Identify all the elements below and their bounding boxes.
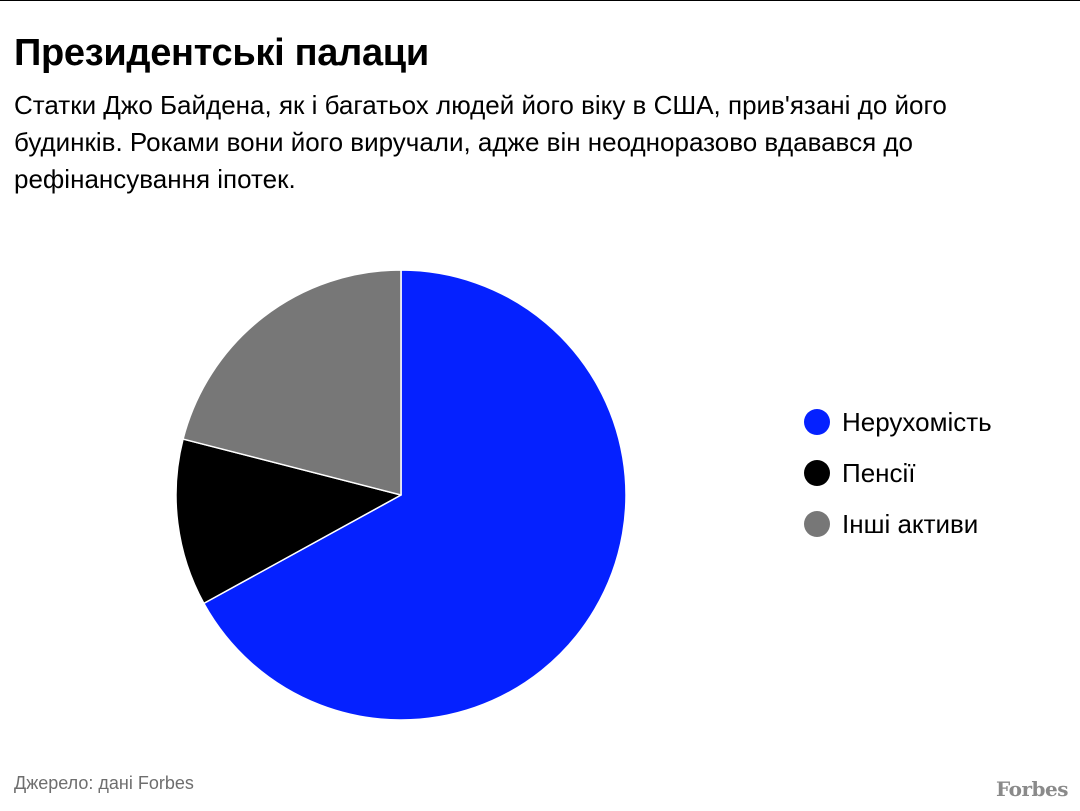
legend-dot-icon <box>804 409 830 435</box>
legend-label: Нерухомість <box>842 406 992 437</box>
source-note: Джерело: дані Forbes <box>14 773 194 793</box>
legend-item-real-estate: Нерухомість <box>804 401 992 443</box>
legend-label: Інші активи <box>842 508 979 539</box>
brand-logo: Forbes <box>996 777 1068 801</box>
chart-subtitle: Статки Джо Байдена, як і багатьох людей … <box>14 90 947 194</box>
legend-item-pensions: Пенсії <box>804 452 992 494</box>
legend-label: Пенсії <box>842 457 916 488</box>
legend-item-other-assets: Інші активи <box>804 503 992 545</box>
pie-slice-real-estate <box>203 269 627 721</box>
legend-dot-icon <box>804 511 830 537</box>
chart-title: Президентські палаци <box>14 32 429 74</box>
top-divider <box>0 0 1080 1</box>
legend: Нерухомість Пенсії Інші активи <box>804 401 992 554</box>
pie-slice-other-assets <box>182 269 402 496</box>
pie-slice-pensions <box>175 438 402 605</box>
legend-dot-icon <box>804 460 830 486</box>
